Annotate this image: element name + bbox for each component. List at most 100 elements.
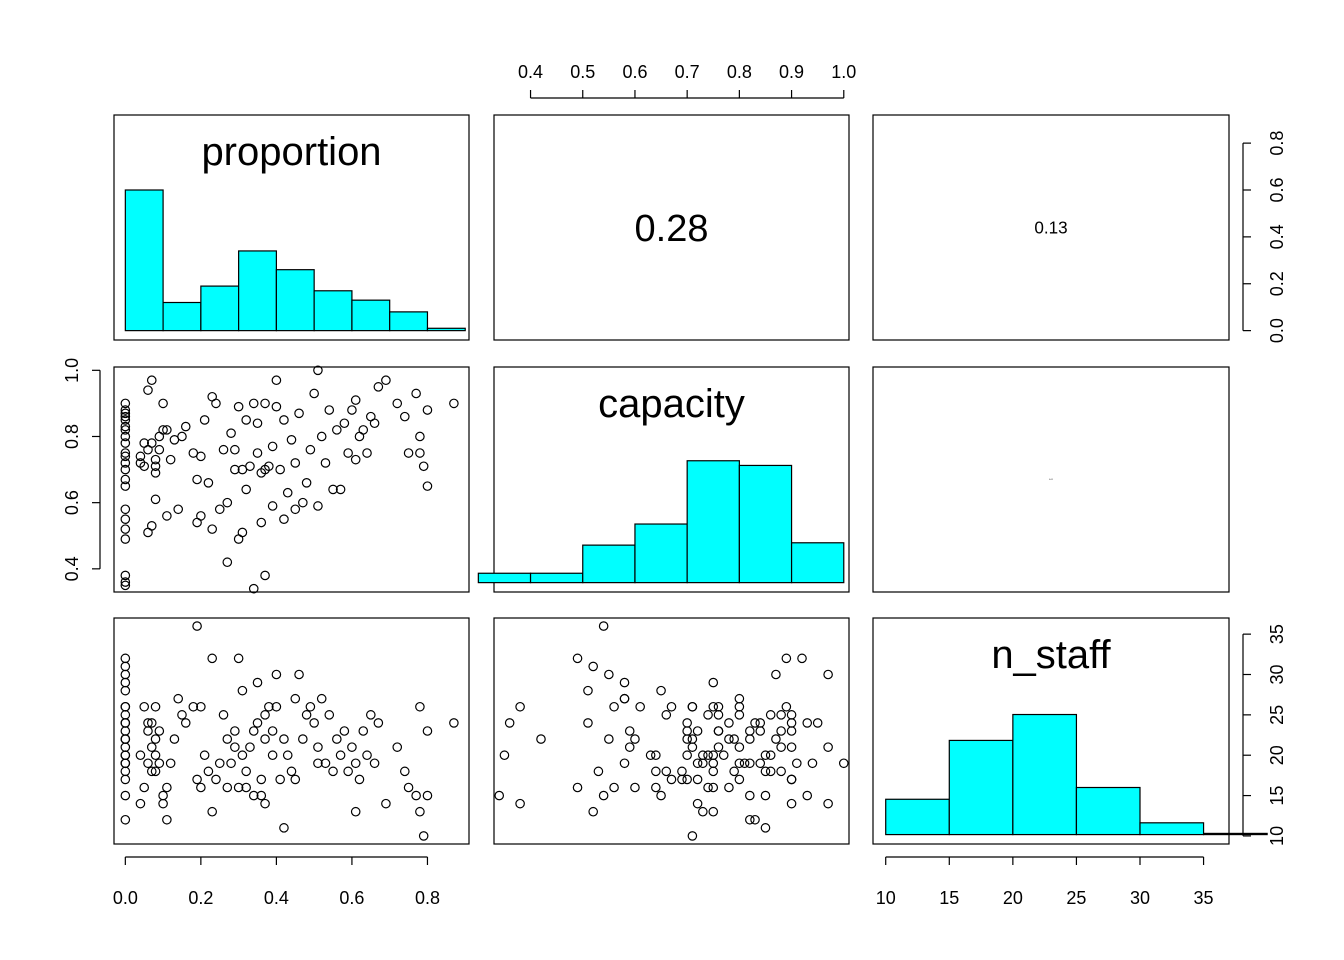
scatter-point xyxy=(403,782,414,793)
scatter-point xyxy=(760,790,771,801)
scatter-point xyxy=(279,514,289,525)
scatter-point xyxy=(682,774,692,785)
scatter-point xyxy=(755,726,766,736)
scatter-point xyxy=(760,823,771,833)
scatter-point xyxy=(143,758,153,769)
scatter-point xyxy=(745,790,755,801)
scatter-point xyxy=(120,766,131,777)
scatter-point xyxy=(666,701,677,712)
scatter-point xyxy=(120,814,131,825)
scatter-point xyxy=(143,385,153,395)
scatter-point xyxy=(120,570,131,581)
scatter-point xyxy=(120,405,131,415)
scatter-point xyxy=(120,750,131,761)
variable-label-capacity: capacity xyxy=(598,382,745,426)
scatter-point xyxy=(199,750,210,761)
scatter-point xyxy=(572,782,583,793)
variable-label-n_staff: n_staff xyxy=(991,633,1111,677)
scatter-point xyxy=(328,484,338,495)
scatter-point xyxy=(750,718,760,728)
scatter-point xyxy=(682,734,692,744)
scatter-point xyxy=(572,653,583,664)
scatter-point xyxy=(150,701,161,712)
scatter-point xyxy=(177,431,187,442)
scatter-point xyxy=(745,734,755,744)
scatter-point xyxy=(418,831,429,841)
scatter-point xyxy=(275,464,285,475)
scatter-point xyxy=(173,693,184,704)
panel-frames xyxy=(113,114,1230,845)
scatter-point xyxy=(415,431,425,442)
scatter-point xyxy=(120,458,131,468)
scatter-point xyxy=(282,487,293,498)
panel-frame-proportion-n_staff xyxy=(872,114,1230,341)
scatter-point xyxy=(366,710,376,720)
scatter-point xyxy=(692,774,703,785)
scatter-point xyxy=(797,653,807,664)
scatter-point xyxy=(222,497,233,508)
scatter-point xyxy=(260,710,270,720)
scatter-point xyxy=(739,758,750,769)
scatter-point xyxy=(120,415,131,425)
scatter-point xyxy=(411,388,421,399)
scatter-point xyxy=(256,774,267,785)
scatter-point xyxy=(120,701,131,712)
scatter-point xyxy=(267,441,278,452)
histogram-bar xyxy=(634,523,688,584)
tick-label: 0.8 xyxy=(62,424,82,449)
scatter-point xyxy=(598,790,609,801)
correlation-value: 0.28 xyxy=(635,208,709,250)
tick-label: 0.8 xyxy=(727,62,752,82)
scatter-point xyxy=(173,504,184,515)
scatter-point xyxy=(286,766,297,777)
scatter-point xyxy=(143,726,153,736)
scatter-point xyxy=(237,750,248,761)
tick-label: 0.5 xyxy=(570,62,595,82)
scatter-point xyxy=(682,750,692,761)
correlation-value: 0.13 xyxy=(1034,218,1067,237)
scatter-point xyxy=(120,734,131,744)
scatter-point xyxy=(120,464,131,475)
scatter-point xyxy=(230,444,240,455)
scatter-point xyxy=(120,504,131,515)
scatter-point xyxy=(313,501,323,511)
scatter-point xyxy=(162,814,172,825)
scatter-point xyxy=(515,798,525,809)
scatter-point xyxy=(192,474,202,485)
scatter-point xyxy=(203,478,214,488)
scatter-point xyxy=(619,677,630,688)
scatter-point xyxy=(301,478,312,488)
scatter-point xyxy=(755,718,766,728)
scatter-point xyxy=(214,504,225,515)
panel-content: proportion capacity n_staff 0.28 0.13 0.01 xyxy=(120,130,1268,841)
histogram-proportion xyxy=(124,189,466,332)
scatter-point xyxy=(449,398,459,409)
scatter-point xyxy=(656,790,666,801)
tick-label: 0.0 xyxy=(1267,318,1287,343)
scatter-point xyxy=(682,726,692,736)
scatter-point xyxy=(180,718,191,728)
scatter-point xyxy=(588,661,598,672)
scatter-point xyxy=(169,734,180,744)
scatter-point xyxy=(150,766,161,777)
scatter-point xyxy=(350,395,361,405)
histogram-bar xyxy=(426,327,466,332)
scatter-point xyxy=(150,750,161,761)
histogram-bar xyxy=(313,290,353,332)
scatter-point xyxy=(275,774,285,785)
scatter-point xyxy=(139,782,150,793)
scatter-point xyxy=(724,782,734,793)
panel-frame-capacity-capacity xyxy=(493,366,850,593)
scatter-point xyxy=(207,653,217,664)
scatter-point xyxy=(666,774,677,785)
scatter-point xyxy=(708,701,719,712)
scatter-point xyxy=(196,701,206,712)
scatter-point xyxy=(162,782,172,793)
scatter-point xyxy=(362,750,372,761)
scatter-point xyxy=(718,750,729,761)
tick-label: 35 xyxy=(1267,624,1287,644)
histogram-bar xyxy=(948,739,1014,836)
tick-label: 25 xyxy=(1267,705,1287,725)
histogram-bar xyxy=(477,572,532,584)
histogram-bar xyxy=(790,542,845,584)
